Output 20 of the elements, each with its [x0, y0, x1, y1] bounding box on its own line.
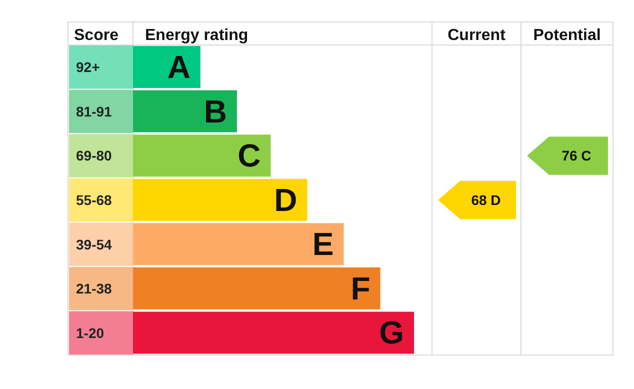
y-tick-label: F: [350, 270, 370, 306]
y-tick-label: D: [274, 182, 298, 218]
annotation: Energy rating: [145, 27, 248, 44]
y-tick-label: B: [204, 93, 227, 130]
y-tick-label: G: [379, 314, 404, 351]
text: 76 C: [562, 148, 592, 164]
text: Potential: [533, 27, 601, 44]
y-tick-label: C: [238, 138, 261, 174]
text: 81-91: [76, 103, 112, 120]
text: Score: [74, 27, 119, 44]
text: Current: [448, 27, 506, 44]
text: 1-20: [76, 324, 104, 341]
y-tick-label: A: [167, 49, 190, 85]
text: 39-54: [76, 236, 112, 252]
text: 92+: [76, 59, 100, 76]
y-tick-label: E: [312, 226, 334, 262]
text: 21-38: [76, 280, 112, 297]
text: 68 D: [471, 192, 501, 208]
text: 55-68: [76, 192, 112, 208]
text: 69-80: [76, 148, 112, 164]
